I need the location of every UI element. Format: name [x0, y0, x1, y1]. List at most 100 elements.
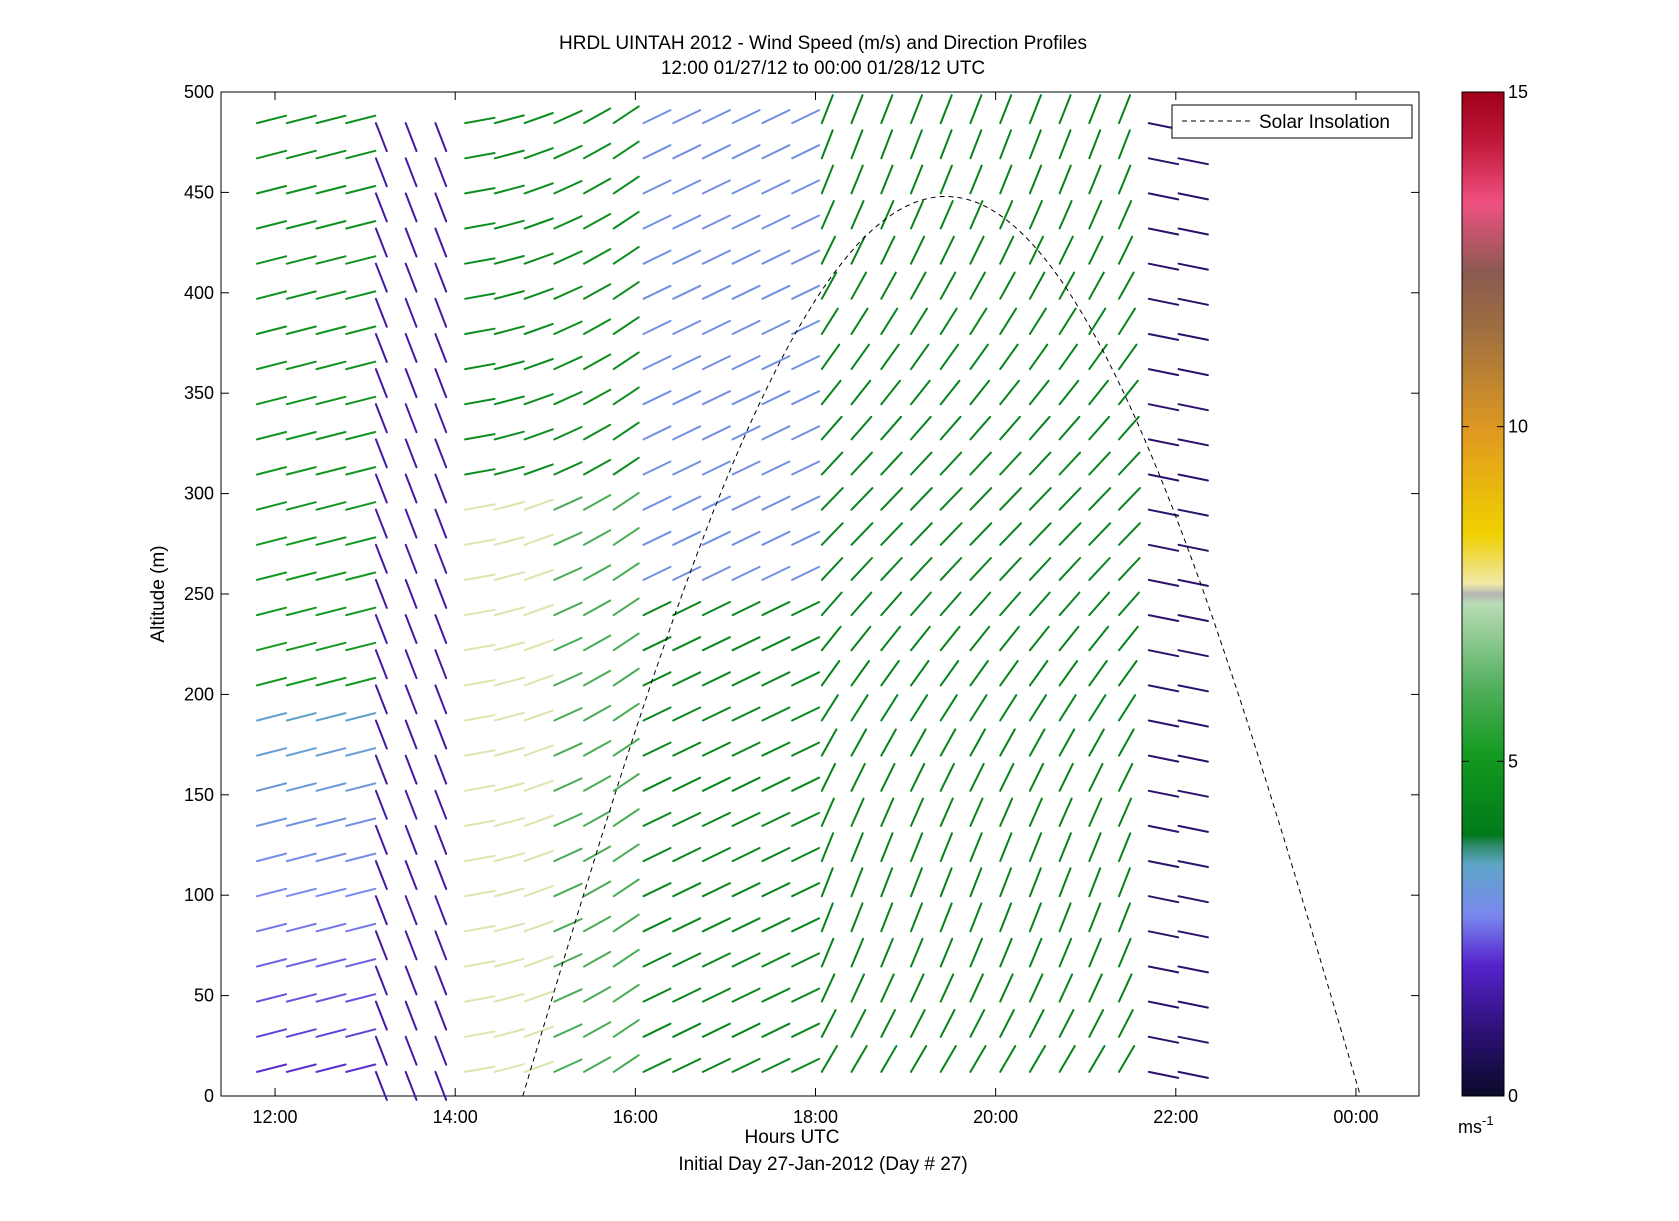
wind-vector — [1147, 438, 1180, 447]
wind-vector — [374, 789, 388, 820]
wind-vectors — [256, 94, 1209, 1101]
wind-vector — [880, 557, 903, 581]
wind-vector — [345, 1028, 377, 1038]
wind-vector — [612, 316, 640, 335]
wind-vector — [1088, 625, 1110, 652]
wind-vector — [820, 625, 842, 652]
wind-vector — [404, 403, 418, 434]
wind-vector — [464, 503, 496, 511]
wind-vector — [999, 1045, 1017, 1073]
wind-vector — [523, 990, 554, 1003]
wind-vector — [345, 431, 377, 441]
wind-vector — [791, 109, 821, 125]
wind-vector — [672, 776, 702, 792]
wind-vector — [910, 271, 927, 300]
wind-vector — [791, 987, 821, 1003]
wind-vector — [583, 248, 612, 265]
wind-vector — [1147, 227, 1180, 236]
wind-vector — [315, 501, 347, 511]
wind-vector — [1058, 625, 1080, 652]
wind-vector — [701, 425, 731, 441]
wind-vector — [523, 850, 554, 863]
wind-vector — [493, 676, 525, 687]
wind-vector — [404, 1000, 418, 1031]
wind-vector — [434, 1070, 448, 1101]
wind-vector — [1058, 235, 1074, 265]
wind-vector — [523, 674, 554, 687]
wind-vector — [850, 973, 865, 1003]
wind-vector — [731, 425, 761, 441]
wind-vector — [345, 747, 377, 757]
wind-vector — [1147, 1000, 1180, 1009]
wind-vector — [701, 601, 731, 617]
wind-vector — [523, 779, 554, 792]
wind-vector — [999, 522, 1022, 546]
wind-vector — [1028, 94, 1042, 125]
wind-vector — [791, 144, 821, 160]
wind-vector — [464, 152, 496, 160]
wind-vector — [345, 360, 377, 371]
wind-vector — [1118, 625, 1139, 652]
wind-vector — [583, 318, 612, 335]
wind-vector — [1058, 762, 1074, 792]
wind-vector — [1028, 694, 1047, 722]
y-tick-label: 300 — [184, 484, 214, 504]
wind-vector — [642, 284, 672, 300]
wind-vector — [256, 571, 288, 581]
wind-vector — [791, 1057, 821, 1073]
wind-vector — [1177, 438, 1209, 447]
wind-vector — [1028, 379, 1050, 406]
wind-vector — [1118, 557, 1141, 581]
wind-vector — [1118, 307, 1136, 335]
wind-vector — [939, 307, 958, 335]
wind-vector — [850, 937, 865, 968]
y-tick-label: 100 — [184, 885, 214, 905]
wind-vector — [1147, 473, 1180, 482]
wind-vector — [523, 393, 554, 406]
wind-vector — [791, 601, 821, 617]
wind-vector — [701, 847, 731, 863]
wind-vector — [256, 641, 288, 652]
wind-vector — [493, 114, 525, 125]
wind-vector — [880, 1009, 896, 1038]
wind-vector — [583, 177, 612, 195]
wind-vector — [999, 307, 1018, 335]
wind-vector — [315, 114, 347, 125]
wind-vector — [285, 360, 317, 371]
x-tick-label: 22:00 — [1153, 1107, 1198, 1127]
wind-vector — [256, 993, 288, 1003]
wind-vector — [731, 952, 761, 968]
wind-vector — [315, 325, 347, 335]
wind-vector — [1177, 543, 1209, 552]
wind-vector — [612, 913, 640, 933]
wind-vector — [999, 557, 1022, 581]
wind-vector — [583, 388, 612, 406]
wind-vector — [493, 149, 525, 160]
wind-vector — [820, 557, 844, 581]
wind-vector — [999, 660, 1019, 687]
wind-vector — [374, 965, 388, 996]
wind-vector — [701, 460, 731, 476]
wind-vector — [315, 606, 347, 617]
wind-vector — [850, 451, 873, 476]
wind-vector — [969, 660, 989, 687]
wind-vector — [731, 882, 761, 898]
wind-vector — [434, 684, 448, 715]
wind-vector — [493, 501, 525, 511]
wind-vector — [464, 643, 496, 652]
wind-vector — [612, 421, 640, 441]
wind-vector — [493, 430, 525, 441]
wind-vector — [315, 993, 347, 1003]
wind-vector — [464, 784, 496, 792]
wind-vector — [434, 262, 448, 293]
wind-vector — [434, 333, 448, 363]
wind-vector — [701, 179, 731, 195]
wind-vector — [1088, 591, 1111, 617]
wind-vector — [315, 712, 347, 722]
wind-vector — [791, 671, 821, 687]
wind-vector — [1147, 403, 1180, 412]
wind-vector — [910, 343, 930, 371]
wind-vector — [1028, 557, 1052, 581]
wind-vector — [820, 343, 841, 371]
wind-vector — [583, 880, 612, 898]
